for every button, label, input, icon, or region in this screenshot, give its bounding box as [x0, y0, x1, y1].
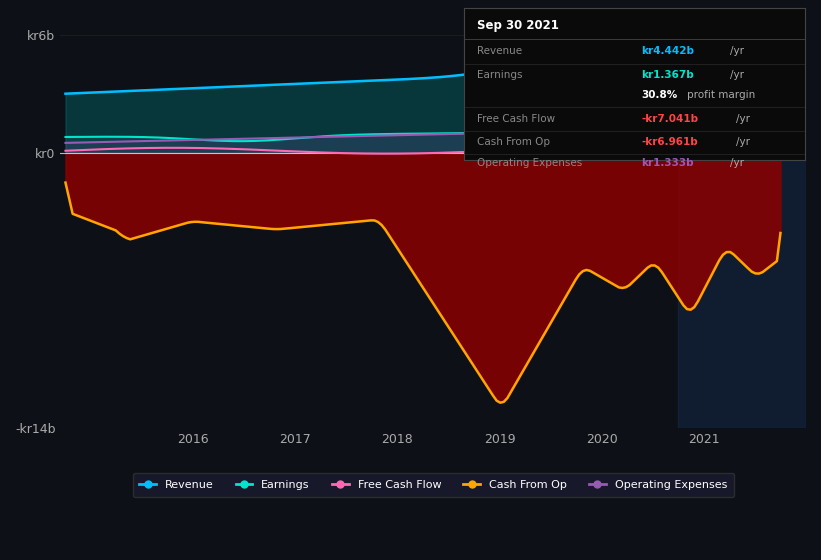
Text: /yr: /yr: [736, 137, 750, 147]
Text: Cash From Op: Cash From Op: [478, 137, 551, 147]
Text: 30.8%: 30.8%: [641, 90, 677, 100]
Text: -kr7.041b: -kr7.041b: [641, 114, 698, 124]
Text: Revenue: Revenue: [478, 46, 523, 56]
Text: profit margin: profit margin: [687, 90, 755, 100]
Text: /yr: /yr: [730, 46, 744, 56]
Text: /yr: /yr: [736, 114, 750, 124]
Text: kr1.367b: kr1.367b: [641, 71, 694, 81]
Text: /yr: /yr: [730, 158, 744, 168]
Bar: [678, 15, 806, 428]
Text: Earnings: Earnings: [478, 71, 523, 81]
Text: /yr: /yr: [730, 71, 744, 81]
Text: Operating Expenses: Operating Expenses: [478, 158, 583, 168]
Text: Free Cash Flow: Free Cash Flow: [478, 114, 556, 124]
Text: Sep 30 2021: Sep 30 2021: [478, 19, 559, 32]
Legend: Revenue, Earnings, Free Cash Flow, Cash From Op, Operating Expenses: Revenue, Earnings, Free Cash Flow, Cash …: [133, 473, 734, 497]
Text: -kr6.961b: -kr6.961b: [641, 137, 698, 147]
Text: kr4.442b: kr4.442b: [641, 46, 694, 56]
Text: kr1.333b: kr1.333b: [641, 158, 694, 168]
